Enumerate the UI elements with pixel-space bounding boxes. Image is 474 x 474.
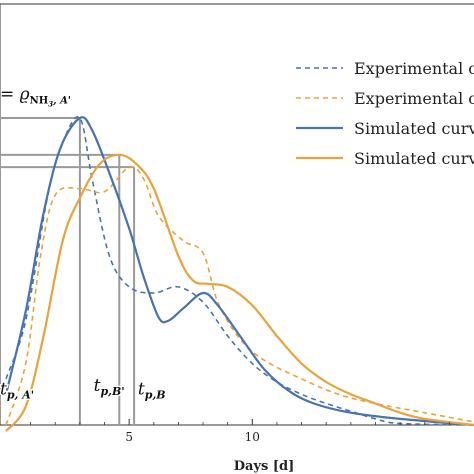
legend-label-3: Simulated curv [354,119,474,138]
x-axis-label: Days [d] [234,459,295,474]
peak-label: = ϱNH3, A' [0,85,71,109]
x-tick-label-10: 10 [245,430,260,444]
x-axis-ticks: 5 10 [30,419,450,444]
legend-label-2: Experimental c [354,89,474,108]
series-line-1 [5,115,474,426]
t-label-3: tp,B [138,379,166,401]
legend-label-1: Experimental c [354,59,474,78]
t-label-1: tp, A' [0,379,34,401]
guide-lines [0,117,136,425]
t-label-2: tp,B' [94,376,125,398]
legend: Experimental c Experimental c Simulated cu… [296,59,474,168]
legend-label-4: Simulated curv [354,149,474,168]
series-line-3 [4,116,474,427]
series-group [4,115,474,432]
series-line-2 [5,165,474,426]
x-tick-label-5: 5 [125,430,133,444]
annotations: = ϱNH3, A' tp, A' tp,B' tp,B [0,85,167,403]
series-line-4 [5,153,474,432]
plot-frame [0,3,474,426]
